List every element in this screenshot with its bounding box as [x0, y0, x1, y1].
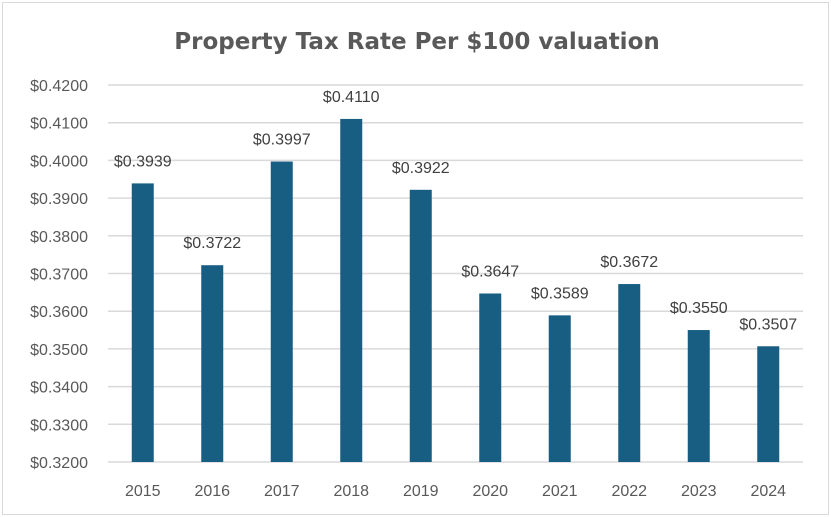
data-label: $0.3507: [739, 316, 797, 333]
bar: [270, 161, 293, 462]
bar: [687, 330, 710, 462]
chart-title: Property Tax Rate Per $100 valuation: [174, 29, 660, 55]
y-tick-label: $0.3600: [30, 304, 88, 321]
x-tick-label: 2016: [194, 483, 230, 500]
bar: [131, 183, 154, 462]
data-label: $0.3722: [183, 235, 241, 252]
y-tick-label: $0.3900: [30, 191, 88, 208]
y-tick-label: $0.4000: [30, 153, 88, 170]
data-label: $0.3997: [253, 132, 311, 149]
data-label: $0.3939: [114, 153, 172, 170]
y-tick-label: $0.3700: [30, 267, 88, 284]
x-tick-label: 2020: [472, 483, 508, 500]
y-tick-label: $0.3400: [30, 380, 88, 397]
data-label: $0.3589: [531, 285, 589, 302]
bar: [409, 189, 432, 462]
bar: [479, 293, 502, 462]
data-label: $0.4110: [323, 89, 380, 106]
bar: [201, 265, 224, 462]
y-tick-label: $0.4200: [30, 78, 88, 95]
x-tick-label: 2018: [333, 483, 369, 500]
y-tick-label: $0.3800: [30, 229, 88, 246]
x-tick-label: 2017: [264, 483, 300, 500]
y-tick-label: $0.4100: [30, 116, 88, 133]
bar: [757, 346, 780, 462]
y-tick-label: $0.3500: [30, 342, 88, 359]
bar: [340, 118, 363, 463]
x-tick-label: 2021: [542, 483, 578, 500]
bar: [618, 284, 641, 462]
bar-chart: Property Tax Rate Per $100 valuation $0.…: [30, 29, 803, 500]
data-label: $0.3922: [392, 160, 450, 177]
bar: [548, 315, 571, 462]
x-tick-label: 2024: [750, 483, 786, 500]
y-tick-label: $0.3200: [30, 455, 88, 472]
data-label: $0.3647: [461, 263, 519, 280]
x-tick-label: 2022: [611, 483, 647, 500]
x-tick-label: 2015: [125, 483, 161, 500]
y-tick-label: $0.3300: [30, 417, 88, 434]
x-tick-label: 2023: [681, 483, 717, 500]
x-tick-label: 2019: [403, 483, 439, 500]
data-label: $0.3550: [670, 300, 728, 317]
data-label: $0.3672: [600, 254, 658, 271]
